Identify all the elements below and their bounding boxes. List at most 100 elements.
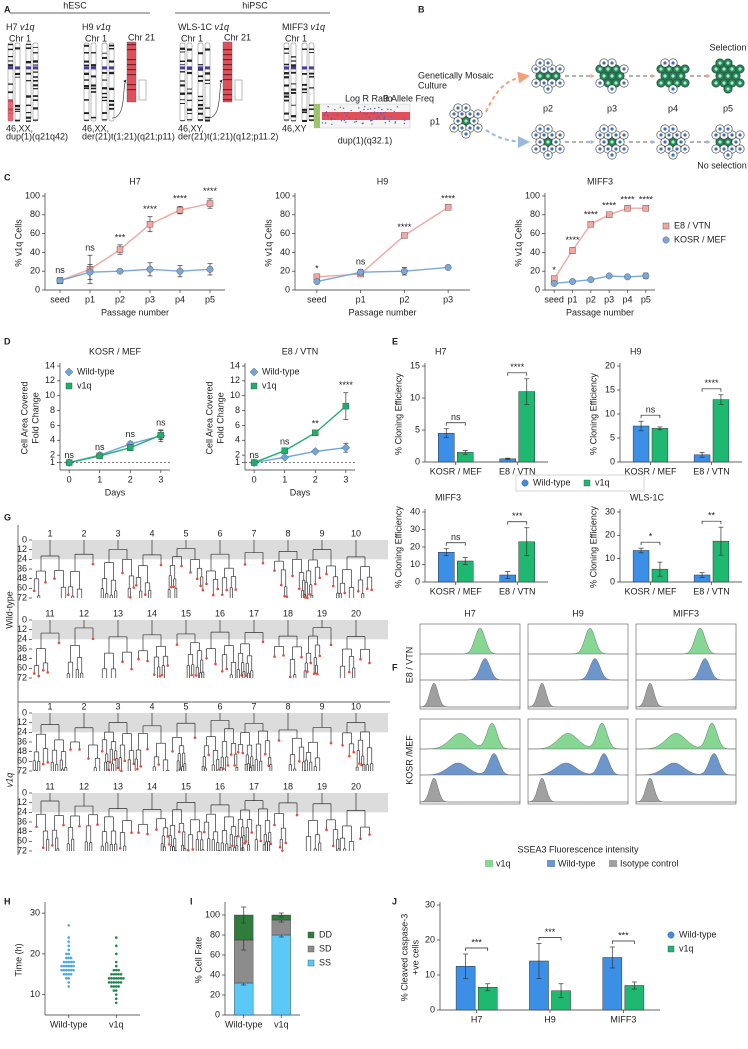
y-tick-label: 20 — [210, 989, 220, 999]
x-axis-label: Passage number — [101, 307, 169, 317]
chromosome — [101, 42, 108, 122]
chromosome-band — [26, 47, 31, 50]
tree-label: 6 — [217, 528, 222, 538]
data-point — [127, 444, 134, 451]
data-point — [69, 964, 73, 968]
data-point — [114, 952, 118, 956]
tree-end — [231, 844, 234, 847]
data-point — [444, 264, 452, 271]
snp-point — [375, 118, 378, 120]
snp-point — [350, 109, 352, 112]
tree-end — [225, 667, 229, 671]
nucleus — [726, 74, 730, 78]
data-point — [112, 968, 116, 972]
x-tick-label: p5 — [641, 294, 651, 304]
x-axis-label: Passage number — [566, 307, 634, 317]
y-tick-label: 6 — [235, 420, 240, 430]
x-tick-label: v1q — [274, 1019, 289, 1029]
snp-point — [393, 111, 395, 113]
y-tick-label: 100 — [525, 190, 540, 200]
y-tick-label: 0 — [535, 284, 540, 294]
chromosome-label: Chr 1 — [9, 33, 31, 43]
tree-end — [273, 655, 276, 658]
x-tick-label: p2 — [399, 294, 409, 304]
significance-label: ns — [55, 265, 65, 275]
nucleus — [738, 81, 742, 85]
chromosome-band — [302, 88, 307, 91]
chromosome-band — [180, 84, 185, 87]
chromosome-band — [8, 55, 13, 58]
tree-end — [66, 593, 70, 597]
x-tick-label: p2 — [115, 294, 125, 304]
significance-label: **** — [510, 362, 525, 372]
nucleus — [659, 147, 663, 151]
centromere — [291, 66, 296, 70]
chromosome-label: Chr 21 — [224, 32, 251, 42]
chromosome-band — [84, 72, 89, 76]
panel-label: G — [4, 512, 11, 522]
chromosome-band — [84, 119, 89, 121]
significance-bracket — [445, 542, 466, 546]
y-axis-label: % v1q Cells — [13, 219, 23, 267]
y-tick-label: 14 — [45, 360, 55, 370]
y-axis-label: % v1q Cells — [263, 219, 273, 267]
chromosome-band — [223, 74, 232, 76]
nucleus — [675, 147, 679, 151]
y-axis-label: % Cloning Efficiency — [393, 506, 403, 588]
chromosome — [283, 42, 290, 122]
y-tick-label: 36 — [17, 736, 27, 746]
chromosome-band — [33, 99, 38, 102]
duplication — [8, 99, 13, 121]
tree-label: 7 — [251, 528, 256, 538]
y-tick-label: 12 — [17, 544, 27, 554]
tree-end — [229, 753, 233, 756]
y-axis-label: % Cell Fate — [193, 937, 203, 984]
tree-end — [191, 848, 195, 851]
data-point — [112, 989, 116, 992]
chromosome-band — [309, 115, 314, 118]
y-tick-label: 72 — [17, 845, 27, 855]
data-point — [67, 952, 71, 956]
nucleus — [663, 74, 667, 78]
nucleus — [546, 61, 550, 65]
data-point — [67, 972, 71, 976]
tree-end — [113, 758, 116, 761]
x-tick-label: E8 / VTN — [693, 466, 730, 476]
chromosome-band — [33, 60, 38, 63]
tree-end — [205, 582, 208, 586]
chromosome-band — [33, 107, 38, 110]
tree-end — [347, 754, 351, 758]
snp-point — [359, 111, 362, 113]
chromosome — [290, 42, 297, 122]
data-point — [112, 972, 116, 976]
nucleus — [722, 133, 726, 137]
y-tick-label: 20 — [605, 360, 615, 370]
significance-bracket — [640, 541, 661, 546]
snp-point — [354, 121, 356, 123]
chromosome-band — [291, 115, 296, 118]
tree-end — [306, 596, 309, 600]
snp-label: Log R Ratio — [345, 93, 393, 103]
tree-end — [116, 766, 120, 770]
tree-end — [347, 670, 351, 674]
karyotype-caption: dup(1)(q21q42) — [6, 131, 68, 141]
data-point — [62, 964, 66, 968]
snp-point — [342, 107, 345, 109]
snp-point — [325, 111, 328, 113]
data-point — [117, 968, 120, 972]
legend-label: Wild-type — [679, 929, 717, 939]
y-tick-label: 60 — [280, 228, 290, 238]
chromosome-band — [33, 84, 38, 87]
y-axis-label: % Cloning Efficiency — [588, 506, 598, 588]
significance-bracket — [445, 422, 466, 426]
significance-label: *** — [618, 930, 629, 940]
significance-label: * — [552, 265, 556, 275]
chromosome-band — [223, 69, 232, 71]
bar — [632, 550, 650, 583]
histogram — [528, 627, 628, 655]
snp-point — [380, 112, 382, 114]
snp-point — [368, 116, 370, 119]
nucleus — [614, 147, 618, 151]
x-tick-label: seed — [307, 294, 327, 304]
tree-end — [152, 673, 156, 676]
